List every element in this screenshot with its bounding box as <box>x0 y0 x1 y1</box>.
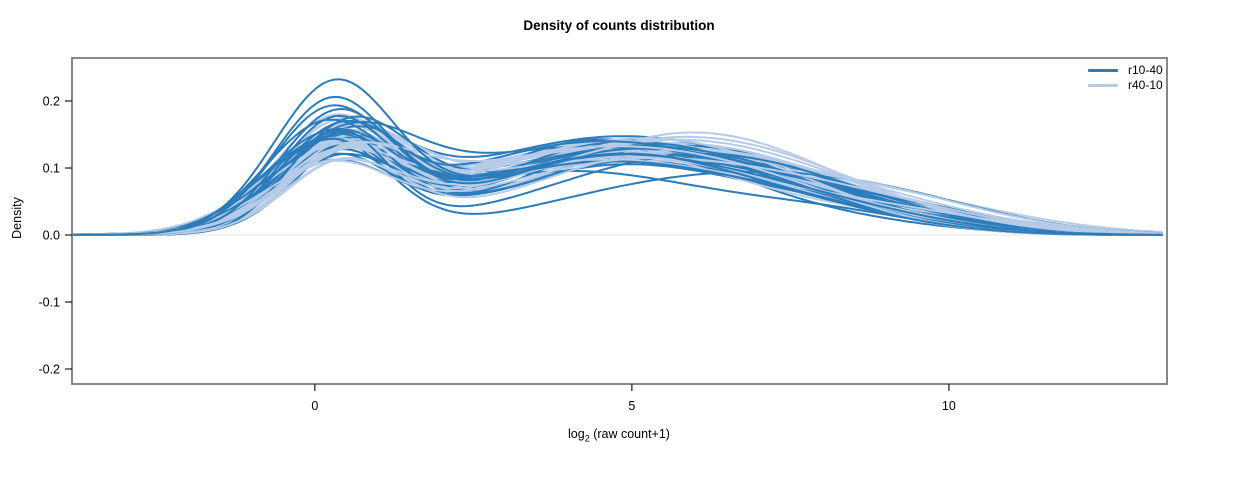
legend-label: r10-40 <box>1128 63 1163 77</box>
y-axis-label: Density <box>10 197 24 239</box>
density-curve-r10-40 <box>72 78 1163 236</box>
plot-frame <box>71 57 1168 385</box>
y-tick-label: 0.2 <box>43 94 60 108</box>
y-tick-label: -0.2 <box>38 362 60 376</box>
y-tick-label: 0.0 <box>43 228 60 242</box>
legend-line-swatch-light <box>1088 84 1118 87</box>
legend: r10-40 r40-10 <box>1088 63 1163 93</box>
density-curve-r40-10 <box>72 155 1163 236</box>
legend-item-r10-40: r10-40 <box>1088 63 1163 78</box>
density-curve-r10-40 <box>72 95 1163 236</box>
legend-item-r40-10: r40-10 <box>1088 78 1163 93</box>
x-axis-label-rest: (raw count+1) <box>589 427 670 441</box>
y-tick-label: -0.1 <box>38 295 60 309</box>
x-axis-label-subscript: 2 <box>584 433 590 444</box>
density-curve-r40-10 <box>72 157 1163 236</box>
y-tick-label: 0.1 <box>43 161 60 175</box>
chart-title: Density of counts distribution <box>523 18 715 33</box>
x-tick-label: 10 <box>942 399 956 413</box>
x-tick-label: 5 <box>628 399 635 413</box>
curves-group <box>72 78 1163 236</box>
density-curve-r40-10 <box>72 148 1163 236</box>
legend-line-swatch-dark <box>1088 69 1118 72</box>
x-tick-label: 0 <box>311 399 318 413</box>
legend-label: r40-10 <box>1128 78 1163 92</box>
x-axis-label-base: log <box>568 427 585 441</box>
x-axis-label: log2 (raw count+1) <box>0 427 1238 444</box>
